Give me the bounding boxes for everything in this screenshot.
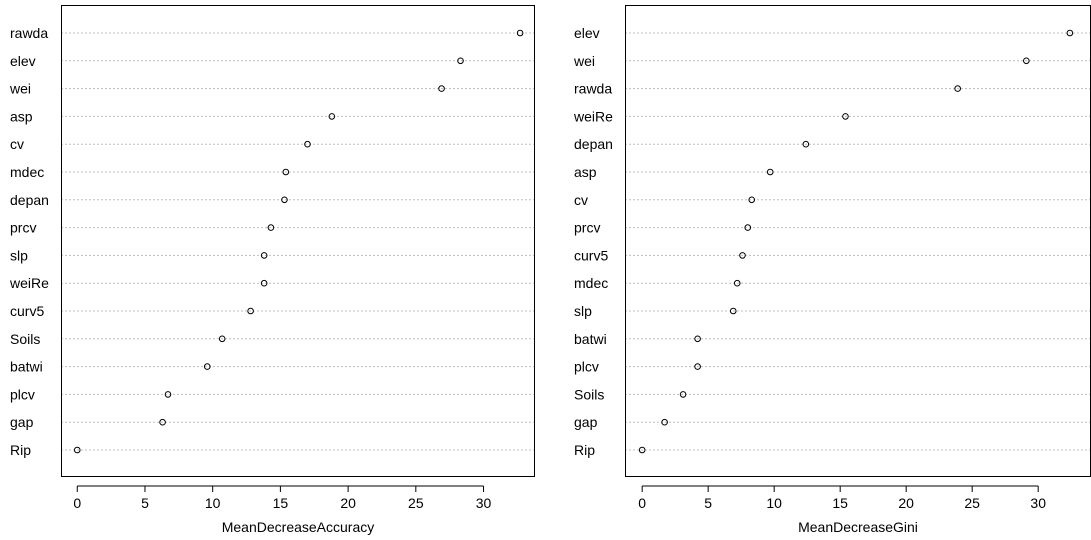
category-label: gap — [574, 414, 598, 430]
x-tick-label: 5 — [141, 495, 149, 511]
plot-frame — [625, 5, 1091, 477]
x-tick-label: 0 — [73, 495, 81, 511]
category-label: batwi — [10, 359, 43, 375]
chart-panel-1: rawda elev wei asp cv mdec depan prcv slp weiRe cu… — [9, 5, 535, 535]
category-label: wei — [9, 81, 31, 97]
category-label: asp — [10, 108, 33, 124]
data-point — [1066, 29, 1074, 37]
x-tick-label: 25 — [964, 495, 980, 511]
category-label: depan — [574, 136, 613, 152]
category-label: Rip — [574, 442, 595, 458]
x-axis-title: MeanDecreaseGini — [798, 519, 918, 535]
category-label: batwi — [574, 331, 607, 347]
category-label: depan — [10, 192, 49, 208]
data-point — [282, 168, 290, 176]
data-point — [954, 85, 961, 92]
data-point — [739, 252, 746, 259]
category-label: cv — [10, 136, 24, 152]
category-label: slp — [574, 303, 592, 319]
category-label: gap — [10, 414, 34, 430]
category-label: elev — [10, 53, 36, 69]
x-tick-label: 15 — [832, 495, 848, 511]
x-tick-label: 0 — [638, 495, 646, 511]
data-point — [438, 85, 445, 92]
data-point — [260, 279, 268, 287]
x-tick-label: 30 — [476, 495, 492, 511]
data-point — [203, 363, 211, 370]
data-point — [164, 391, 172, 398]
x-tick-label: 10 — [766, 495, 782, 511]
data-point — [733, 279, 741, 287]
data-point — [766, 168, 774, 176]
data-point — [457, 57, 464, 65]
data-point — [679, 391, 687, 398]
data-point — [694, 363, 701, 370]
category-label: cv — [574, 192, 588, 208]
data-point — [1023, 57, 1030, 65]
category-label: rawda — [574, 81, 612, 97]
x-tick-label: 10 — [205, 495, 221, 511]
x-tick-label: 15 — [273, 495, 289, 511]
data-point — [842, 113, 849, 120]
x-tick-label: 25 — [408, 495, 424, 511]
data-point — [638, 446, 646, 454]
category-label: mdec — [574, 275, 608, 291]
x-axis-title: MeanDecreaseAccuracy — [222, 519, 375, 535]
category-label: Soils — [10, 331, 40, 347]
data-point — [218, 335, 226, 343]
category-label: plcv — [574, 359, 599, 375]
data-point — [661, 418, 668, 426]
data-point — [267, 224, 275, 231]
data-point — [729, 307, 737, 315]
category-label: Soils — [574, 386, 604, 402]
data-point — [802, 140, 810, 148]
x-tick-label: 30 — [1030, 495, 1046, 511]
category-label: rawda — [10, 25, 48, 41]
plot-frame — [61, 5, 535, 477]
data-point — [328, 113, 336, 120]
category-label: wei — [573, 53, 595, 69]
data-point — [281, 196, 288, 204]
data-point — [748, 196, 756, 204]
x-tick-label: 20 — [898, 495, 914, 511]
data-point — [744, 224, 752, 231]
category-label: plcv — [10, 386, 35, 402]
category-label: mdec — [10, 164, 44, 180]
data-point — [247, 307, 254, 315]
category-label: asp — [574, 164, 597, 180]
data-point — [73, 446, 81, 454]
category-label: curv5 — [10, 303, 44, 319]
category-label: prcv — [574, 220, 600, 236]
data-point — [260, 252, 268, 259]
chart-panel-2: elev wei rawda weiRe depan asp cv prcv curv5 mdec… — [573, 5, 1091, 535]
category-label: curv5 — [574, 247, 608, 263]
data-point — [694, 335, 701, 343]
x-tick-label: 5 — [704, 495, 712, 511]
data-point — [159, 418, 166, 426]
category-label: weiRe — [9, 275, 49, 291]
category-label: weiRe — [573, 108, 613, 124]
category-label: slp — [10, 247, 28, 263]
category-label: prcv — [10, 220, 36, 236]
data-point — [304, 140, 311, 148]
category-label: elev — [574, 25, 600, 41]
category-label: Rip — [10, 442, 31, 458]
data-point — [516, 29, 524, 37]
x-tick-label: 20 — [340, 495, 356, 511]
